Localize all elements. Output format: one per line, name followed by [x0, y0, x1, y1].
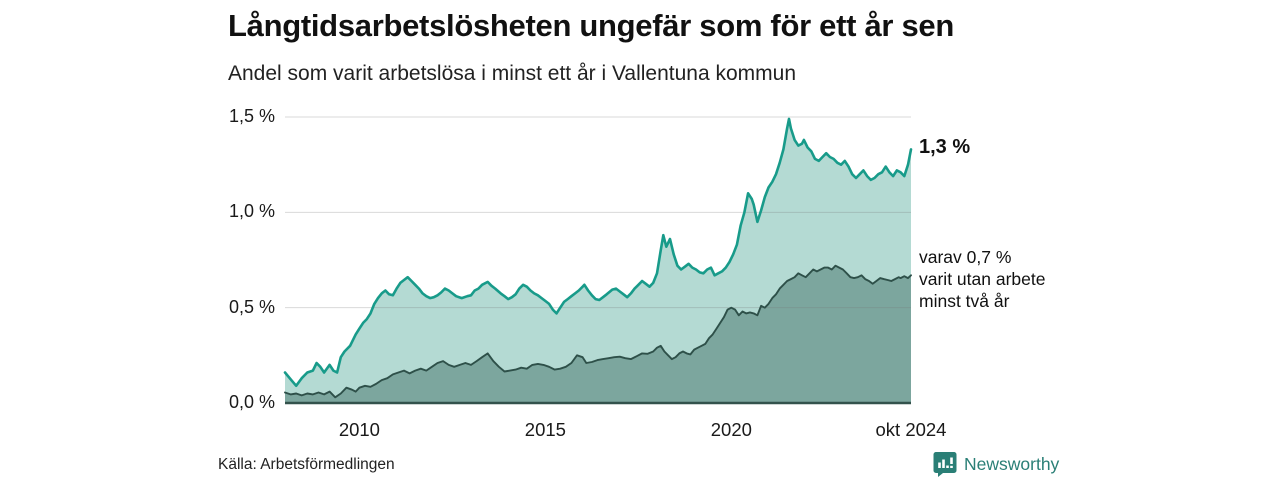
series-area-1 [285, 265, 911, 403]
y-tick-label: 0,5 % [228, 296, 275, 317]
x-tick-label: 2020 [710, 419, 752, 440]
newsworthy-wordmark: Newsworthy [964, 453, 1060, 474]
source-label: Källa: Arbetsförmedlingen [218, 456, 395, 473]
series-line-1 [284, 264, 912, 399]
newsworthy-logo-icon [933, 451, 957, 477]
x-tick-label: okt 2024 [875, 419, 947, 440]
x-tick-label: 2015 [524, 419, 566, 440]
y-tick-label: 1,5 % [228, 106, 275, 126]
series-line-0 [283, 117, 913, 388]
y-tick-label: 1,0 % [228, 201, 275, 222]
x-tick-label: 2010 [338, 419, 380, 440]
chart-subtitle: Andel som varit arbetslösa i minst ett å… [228, 62, 797, 85]
annotation-two-year-note: varav 0,7 % varit utan arbete minst två … [919, 247, 1046, 311]
plot-area [283, 110, 913, 405]
newsworthy-brand: Newsworthy [933, 451, 1059, 477]
y-tick-label: 0,0 % [228, 392, 275, 412]
annotation-latest-total: 1,3 % [919, 136, 971, 158]
chart-title: Långtidsarbetslösheten ungefär som för e… [228, 8, 955, 43]
chart-plot-svg [283, 116, 913, 405]
